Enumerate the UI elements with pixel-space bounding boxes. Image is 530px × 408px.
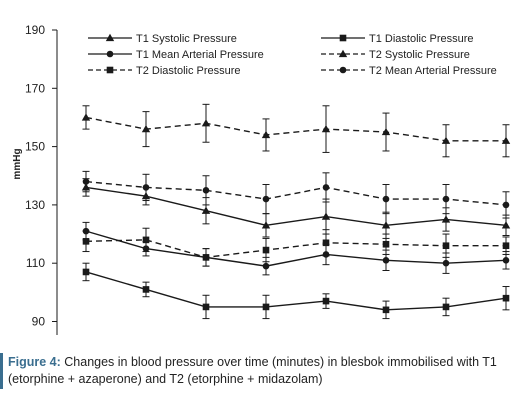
- series-t2-diastolic-pressure: [82, 227, 510, 267]
- y-tick-label: 130: [25, 198, 45, 212]
- y-tick-label: 150: [25, 140, 45, 154]
- caption-label: Figure 4:: [8, 355, 61, 369]
- triangle-marker: [441, 215, 451, 223]
- triangle-marker: [81, 113, 91, 121]
- legend-label: T1 Mean Arterial Pressure: [136, 49, 264, 61]
- square-marker: [106, 66, 114, 74]
- legend-label: T1 Systolic Pressure: [136, 33, 237, 45]
- square-marker: [502, 294, 510, 302]
- blood-pressure-chart: 90 110 130 150 170 190 mmHg T1 Systolic Press…: [12, 23, 511, 335]
- circle-marker: [382, 256, 390, 264]
- figure-caption: Figure 4: Changes in blood pressure over…: [8, 354, 524, 388]
- circle-marker: [106, 50, 114, 58]
- series-line: [85, 186, 507, 227]
- legend-item: T1 Mean Arterial Pressure: [88, 49, 264, 61]
- legend-item: T2 Diastolic Pressure: [88, 65, 241, 77]
- square-marker: [142, 236, 150, 244]
- circle-marker: [382, 195, 390, 203]
- square-marker: [382, 306, 390, 314]
- series-t2-systolic-pressure: [81, 103, 511, 158]
- series-line: [85, 116, 506, 142]
- circle-marker: [322, 184, 330, 191]
- circle-marker: [262, 195, 270, 203]
- square-marker: [262, 303, 270, 311]
- square-marker: [382, 240, 390, 248]
- square-marker: [339, 34, 347, 42]
- circle-marker: [502, 256, 510, 264]
- series-line: [85, 230, 507, 267]
- triangle-marker: [201, 206, 211, 214]
- circle-marker: [442, 259, 450, 267]
- square-marker: [322, 239, 330, 247]
- y-axis: [52, 29, 58, 335]
- triangle-marker: [321, 124, 331, 133]
- series-line: [85, 271, 507, 311]
- square-marker: [202, 303, 210, 311]
- triangle-marker: [201, 119, 211, 127]
- square-marker: [322, 297, 330, 305]
- series-group: [81, 103, 511, 320]
- legend-item: T1 Diastolic Pressure: [321, 33, 474, 45]
- square-marker: [142, 286, 150, 293]
- legend-label: T1 Diastolic Pressure: [369, 33, 474, 45]
- series-line: [85, 180, 507, 206]
- triangle-marker: [321, 212, 331, 220]
- caption-accent-bar: [0, 353, 3, 389]
- legend-item: T2 Systolic Pressure: [321, 49, 470, 61]
- circle-marker: [142, 184, 150, 191]
- y-tick-labels: 90 110 130 150 170 190: [25, 23, 45, 329]
- y-tick-label: 110: [26, 256, 45, 270]
- triangle-marker: [501, 136, 511, 144]
- square-marker: [442, 242, 450, 250]
- y-axis-label: mmHg: [12, 148, 23, 179]
- series-t1-mean-arterial-pressure: [82, 221, 510, 276]
- legend: T1 Systolic Pressure T1 Diastolic Pressur…: [88, 33, 497, 77]
- square-marker: [262, 246, 270, 254]
- legend-item: T2 Mean Arterial Pressure: [321, 65, 497, 77]
- circle-marker: [262, 262, 270, 270]
- triangle-marker: [261, 130, 271, 139]
- square-marker: [82, 238, 90, 245]
- legend-label: T2 Systolic Pressure: [369, 49, 470, 61]
- triangle-marker: [501, 221, 511, 229]
- triangle-marker: [261, 221, 271, 229]
- legend-item: T1 Systolic Pressure: [88, 33, 237, 45]
- triangle-marker: [338, 49, 348, 58]
- y-tick-label: 170: [25, 81, 45, 95]
- legend-label: T2 Mean Arterial Pressure: [369, 65, 497, 77]
- square-marker: [502, 242, 510, 250]
- y-tick-label: 90: [32, 315, 46, 329]
- circle-marker: [339, 66, 347, 74]
- triangle-marker: [381, 221, 391, 229]
- triangle-marker: [381, 127, 391, 136]
- square-marker: [442, 303, 450, 311]
- triangle-marker: [441, 136, 451, 144]
- legend-label: T2 Diastolic Pressure: [136, 65, 241, 77]
- square-marker: [202, 254, 210, 261]
- circle-marker: [502, 201, 510, 209]
- series-line: [85, 239, 506, 259]
- square-marker: [82, 268, 90, 276]
- circle-marker: [82, 178, 90, 185]
- triangle-marker: [105, 33, 115, 42]
- caption-text: Changes in blood pressure over time (min…: [8, 355, 497, 386]
- y-tick-label: 190: [25, 23, 45, 37]
- series-t1-diastolic-pressure: [82, 262, 510, 320]
- circle-marker: [202, 187, 210, 194]
- triangle-marker: [141, 124, 151, 133]
- series-t2-mean-arterial-pressure: [82, 170, 510, 219]
- circle-marker: [442, 195, 450, 203]
